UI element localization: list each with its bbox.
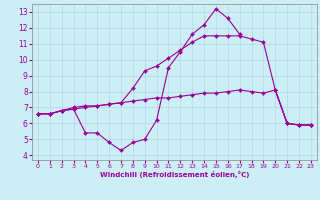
X-axis label: Windchill (Refroidissement éolien,°C): Windchill (Refroidissement éolien,°C) [100, 171, 249, 178]
